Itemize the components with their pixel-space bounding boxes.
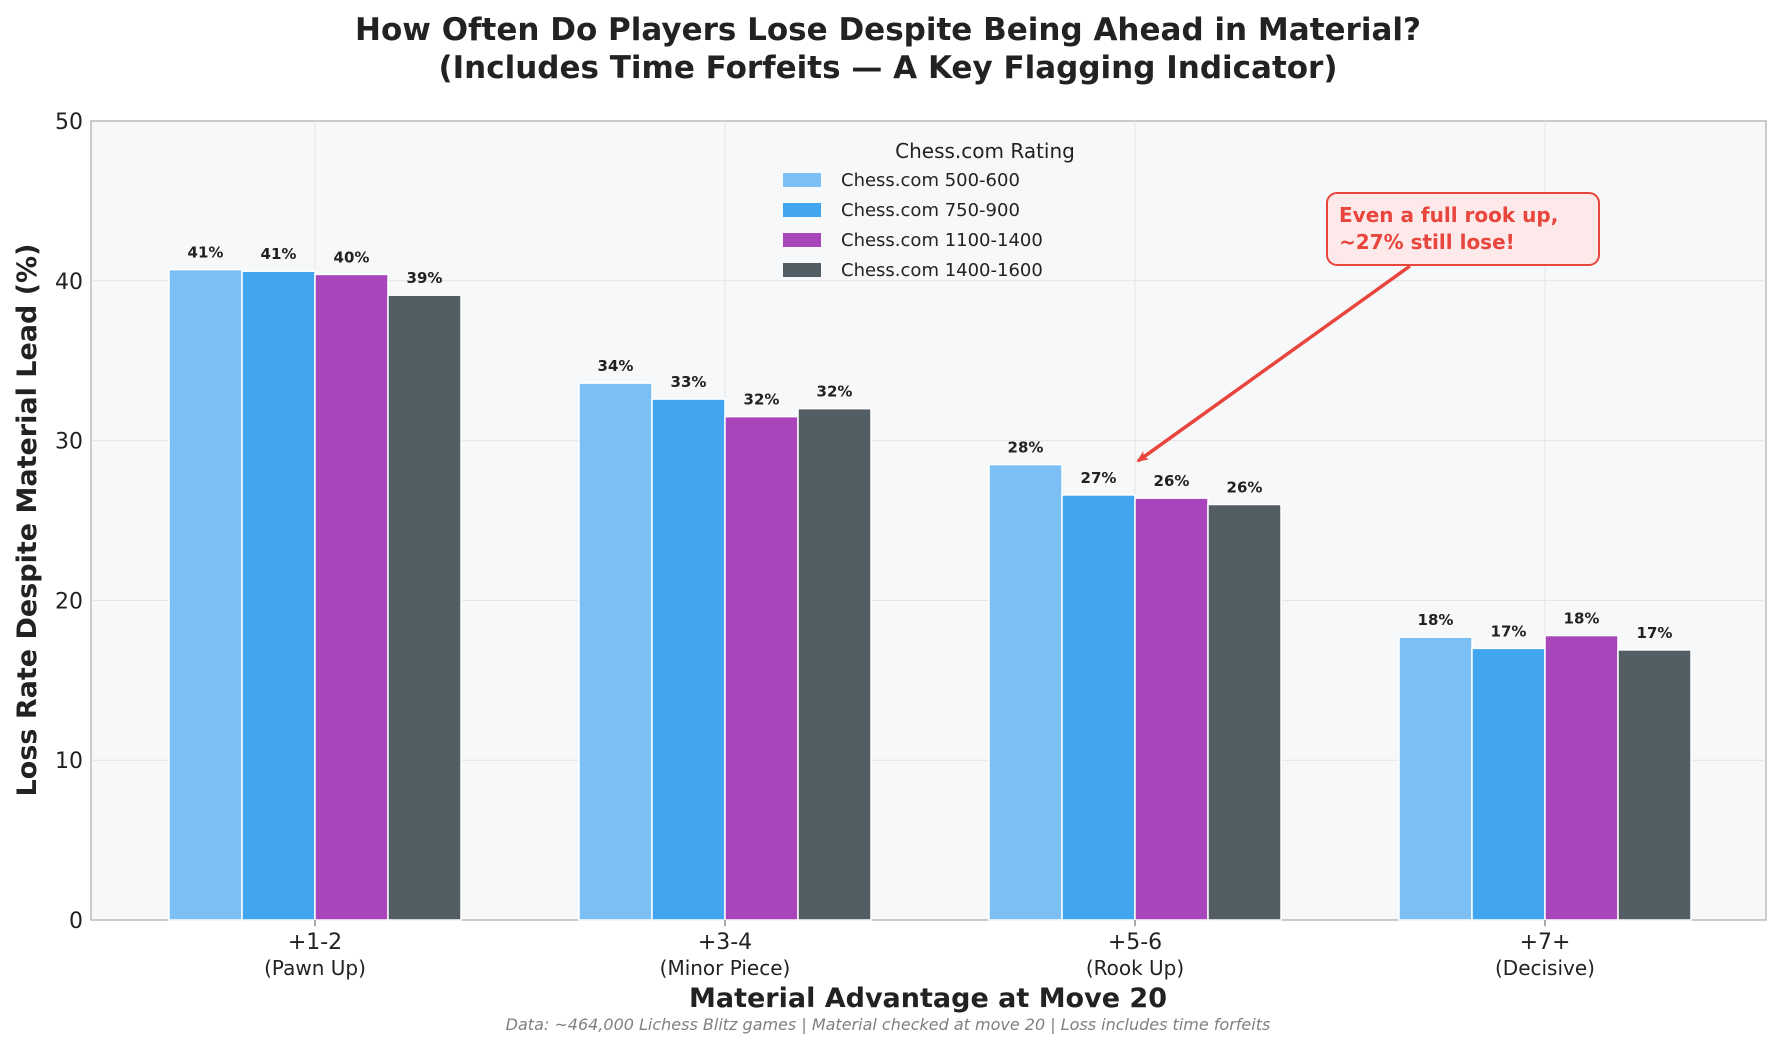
bar-value-label: 18% [1418,611,1454,629]
legend-label: Chess.com 1100-1400 [841,230,1043,251]
bar [651,398,726,921]
bar-value-label: 18% [1564,610,1600,628]
bar-value-label: 32% [744,391,780,409]
bar [724,415,799,921]
bar-value-label: 39% [407,269,443,287]
y-tick-label: 0 [69,909,83,934]
annotation-line-2: ~27% still lose! [1339,230,1515,254]
x-axis-label: Material Advantage at Move 20 [689,983,1167,1014]
bar [314,273,389,921]
legend-label: Chess.com 500-600 [841,170,1020,191]
bar-value-label: 34% [598,357,634,375]
bar [1398,636,1473,921]
chart-subtitle: (Includes Time Forfeits — A Key Flagging… [438,50,1337,86]
chart-title: How Often Do Players Lose Despite Being … [355,12,1421,48]
bar-value-label: 40% [334,248,370,266]
bar [1617,649,1692,921]
legend-swatch [783,203,821,217]
data-labels: 41% 41% 40% 39% 34% 33% 32% 32% 28% 27% 26% 26% 18% 1… [188,244,1673,642]
bar [1134,497,1209,921]
bar-value-label: 26% [1227,479,1263,497]
bar-value-label: 17% [1491,622,1527,640]
y-tick-label: 40 [55,270,83,295]
x-ticks: +1-2(Pawn Up) +3-4(Minor Piece) +5-6(Rook … [264,920,1595,980]
y-tick-label: 30 [55,430,83,455]
x-tick-sublabel: (Pawn Up) [264,956,366,980]
x-tick-sublabel: (Decisive) [1495,956,1595,980]
bar [1471,647,1546,921]
legend-title: Chess.com Rating [895,139,1075,163]
legend-swatch [783,263,821,277]
x-tick-sublabel: (Rook Up) [1086,956,1184,980]
legend-label: Chess.com 1400-1600 [841,260,1043,281]
legend-swatch [783,233,821,247]
bar [1544,634,1619,921]
y-ticks: 0 10 20 30 40 50 [55,110,83,934]
y-tick-label: 10 [55,749,83,774]
legend-items: Chess.com 500-600 Chess.com 750-900 Chess.… [783,170,1043,281]
annotation-box [1326,192,1600,266]
bar-value-label: 41% [261,245,297,263]
bars [168,268,1692,921]
bar [578,382,653,921]
y-tick-label: 50 [55,110,83,135]
bar [241,270,316,921]
legend-swatch [783,173,821,187]
bar-value-label: 27% [1081,469,1117,487]
footnote: Data: ~464,000 Lichess Blitz games | Mat… [506,1015,1271,1034]
bar [797,407,872,921]
annotation: Even a full rook up, ~27% still lose! [1136,192,1600,463]
legend: Chess.com Rating Chess.com 500-600Chess.… [783,139,1075,281]
y-tick-label: 20 [55,589,83,614]
bar [988,463,1063,921]
bar-value-label: 28% [1008,439,1044,457]
bar-value-label: 33% [671,373,707,391]
legend-label: Chess.com 750-900 [841,200,1020,221]
bar-value-label: 41% [188,244,224,262]
bar-value-label: 26% [1154,472,1190,490]
bar [1207,503,1282,921]
annotation-line-1: Even a full rook up, [1339,203,1558,227]
annotation-arrow [1136,264,1412,463]
bar-value-label: 17% [1637,624,1673,642]
x-tick-label: +7+ [1520,930,1571,955]
bar [168,268,243,921]
x-tick-label: +1-2 [288,930,342,955]
x-tick-sublabel: (Minor Piece) [660,956,791,980]
x-tick-label: +3-4 [698,930,752,955]
bar [1061,494,1136,921]
y-axis-label: Loss Rate Despite Material Lead (%) [12,244,43,797]
bar [387,294,462,921]
bar-value-label: 32% [817,383,853,401]
x-tick-label: +5-6 [1108,930,1162,955]
